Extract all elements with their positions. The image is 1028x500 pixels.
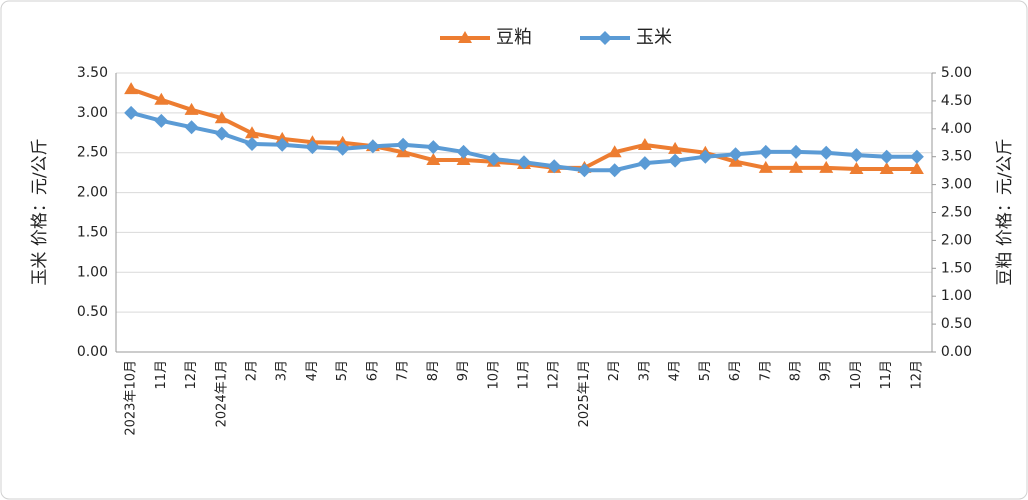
y-tick-label: 1.50 — [77, 224, 108, 240]
data-point — [426, 153, 441, 166]
legend-label: 玉米 — [636, 27, 672, 48]
data-point — [819, 145, 834, 160]
data-point — [909, 161, 924, 174]
data-point — [668, 153, 683, 168]
data-point — [335, 141, 350, 156]
data-point — [789, 160, 803, 173]
x-tick-label: 9月 — [456, 360, 471, 381]
data-point — [607, 163, 622, 178]
data-point — [909, 149, 924, 164]
x-tick-label: 4月 — [305, 360, 320, 381]
data-point — [668, 141, 683, 154]
data-point — [456, 153, 471, 166]
x-tick-label: 10月 — [486, 360, 501, 390]
data-point — [275, 137, 290, 152]
legend-marker — [598, 31, 612, 45]
data-point — [547, 159, 562, 174]
data-point — [758, 160, 773, 173]
x-tick-label: 12月 — [184, 360, 199, 390]
data-point — [396, 137, 411, 152]
data-point — [577, 163, 592, 178]
data-point — [426, 140, 441, 155]
data-point — [245, 126, 259, 139]
x-tick-label: 2025年1月 — [577, 360, 592, 427]
x-tick-label: 12月 — [909, 360, 924, 390]
data-point — [789, 144, 803, 159]
data-point — [698, 149, 713, 164]
x-tick-label: 7月 — [396, 360, 411, 381]
x-tick-label: 9月 — [819, 360, 834, 381]
x-tick-label: 11月 — [517, 360, 532, 390]
data-point — [758, 144, 773, 159]
x-tick-label: 6月 — [365, 360, 380, 381]
x-tick-label: 4月 — [668, 360, 683, 381]
x-tick-label: 5月 — [335, 360, 350, 381]
data-point — [486, 152, 501, 167]
data-point — [214, 111, 229, 124]
data-point — [728, 147, 743, 162]
y2-tick-label: 1.00 — [941, 288, 972, 304]
y2-axis-label: 豆粕 价格：元/公斤 — [995, 138, 1015, 285]
y2-tick-label: 3.50 — [941, 149, 972, 165]
y-tick-label: 3.50 — [77, 65, 108, 81]
data-point — [517, 155, 531, 170]
y-tick-label: 2.50 — [77, 145, 108, 161]
x-tick-label: 8月 — [789, 360, 804, 381]
data-point — [365, 139, 380, 154]
x-tick-label: 10月 — [849, 360, 864, 390]
data-point — [245, 136, 259, 151]
data-point — [305, 140, 320, 155]
y2-tick-label: 0.50 — [941, 316, 972, 332]
y2-tick-label: 2.50 — [941, 205, 972, 221]
x-tick-label: 5月 — [698, 360, 713, 381]
x-tick-label: 2023年10月 — [124, 360, 139, 436]
y2-tick-label: 2.00 — [941, 232, 972, 248]
x-tick-label: 3月 — [275, 360, 290, 381]
data-point — [849, 161, 864, 174]
data-point — [637, 156, 652, 171]
x-tick-label: 2024年1月 — [214, 360, 229, 427]
data-point — [184, 102, 199, 115]
data-point — [849, 148, 864, 163]
y-tick-label: 2.00 — [77, 185, 108, 201]
data-point — [879, 149, 894, 164]
y-tick-label: 3.00 — [77, 105, 108, 121]
data-point — [154, 92, 169, 105]
y2-tick-label: 0.00 — [941, 344, 972, 360]
legend-marker — [458, 31, 472, 43]
x-tick-label: 2月 — [607, 360, 622, 381]
y-axis-label: 玉米 价格：元/公斤 — [30, 138, 50, 285]
y-tick-label: 1.00 — [77, 264, 108, 280]
data-point — [154, 113, 169, 128]
data-point — [214, 126, 229, 141]
x-tick-label: 11月 — [879, 360, 894, 390]
data-point — [637, 137, 652, 150]
x-tick-label: 3月 — [637, 360, 652, 381]
x-tick-label: 12月 — [547, 360, 562, 390]
x-tick-label: 7月 — [758, 360, 773, 381]
data-point — [184, 120, 199, 135]
data-point — [124, 105, 139, 120]
x-tick-label: 8月 — [426, 360, 441, 381]
data-point — [607, 145, 622, 158]
y2-tick-label: 3.00 — [941, 177, 972, 193]
y-tick-label: 0.00 — [77, 344, 108, 360]
data-point — [124, 82, 139, 95]
data-point — [456, 144, 471, 159]
legend-label: 豆粕 — [496, 27, 532, 48]
y2-tick-label: 4.50 — [941, 93, 972, 109]
data-point — [879, 161, 894, 174]
y-tick-label: 0.50 — [77, 304, 108, 320]
x-tick-label: 11月 — [154, 360, 169, 390]
x-tick-label: 2月 — [245, 360, 260, 381]
y2-tick-label: 1.50 — [941, 260, 972, 276]
data-point — [819, 160, 834, 173]
y2-tick-label: 5.00 — [941, 65, 972, 81]
x-tick-label: 6月 — [728, 360, 743, 381]
y2-tick-label: 4.00 — [941, 121, 972, 137]
